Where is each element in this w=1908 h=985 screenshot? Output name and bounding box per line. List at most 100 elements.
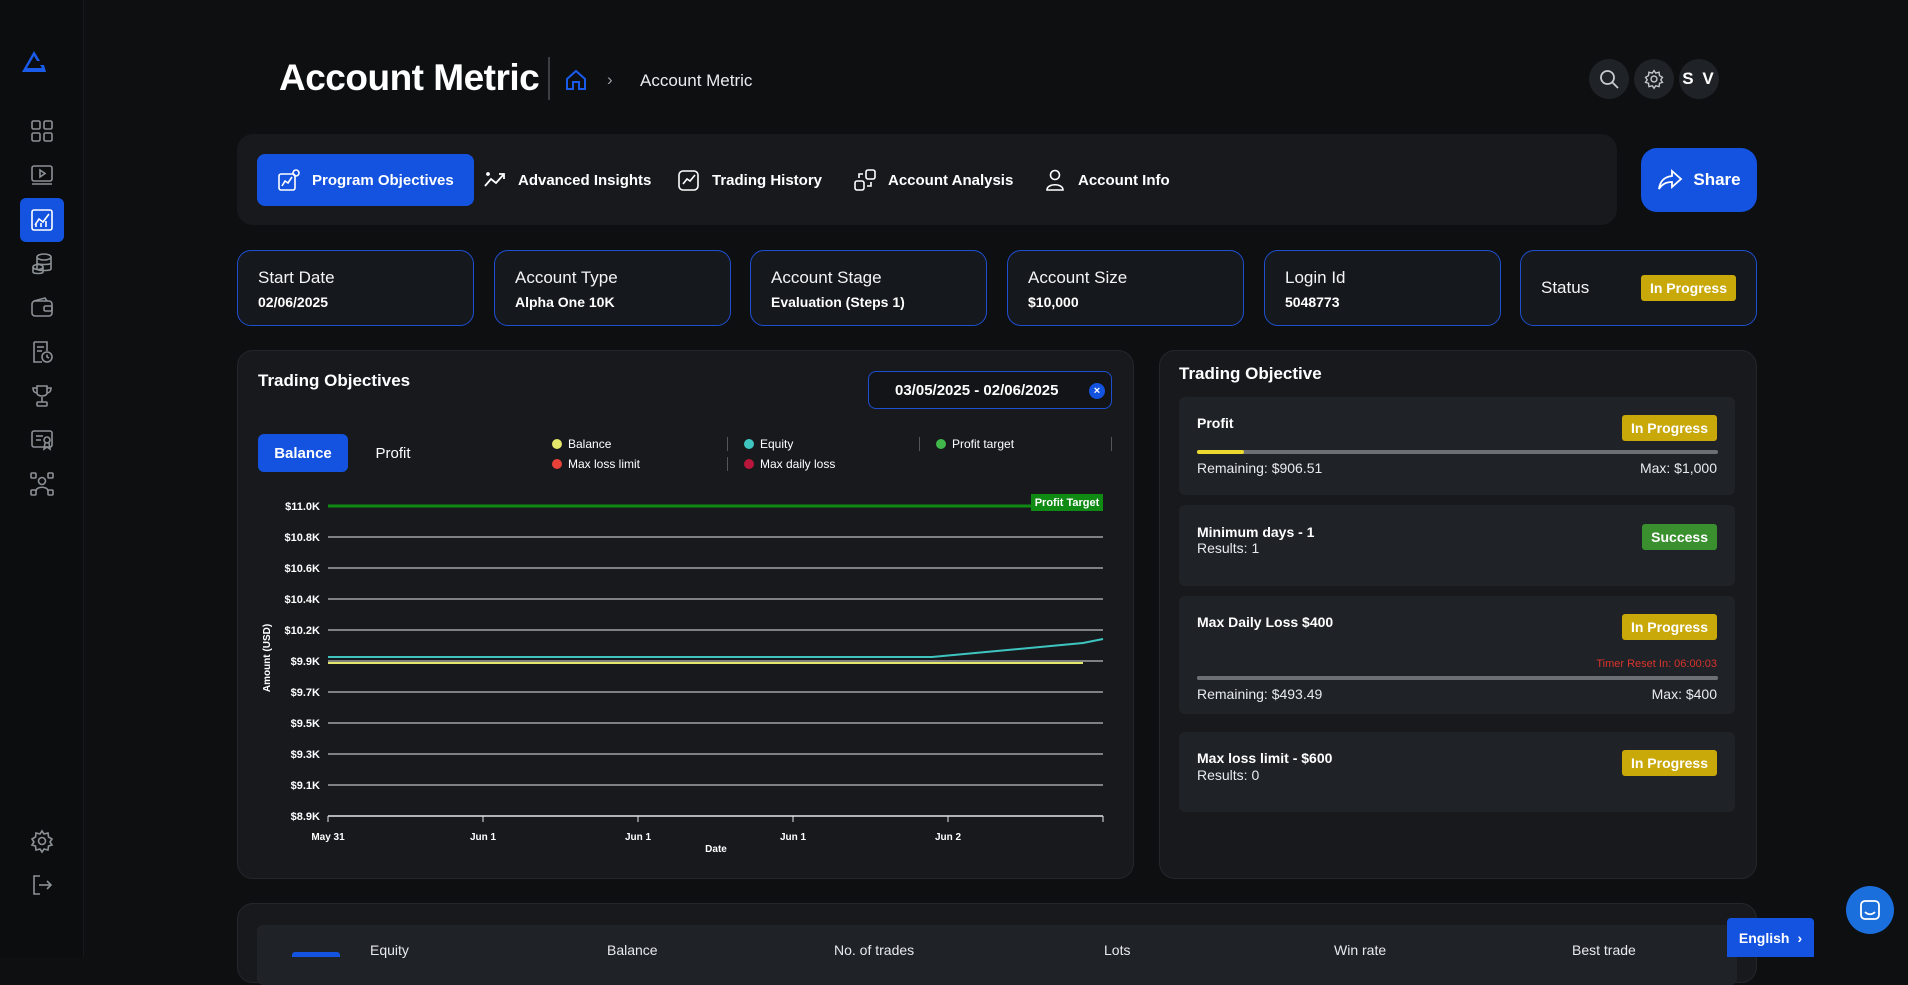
legend-max-daily-loss[interactable]: Max daily loss bbox=[744, 457, 835, 471]
info-card-login-id: Login Id 5048773 bbox=[1264, 250, 1501, 326]
user-avatar[interactable]: S V bbox=[1679, 59, 1719, 99]
info-card-label: Start Date bbox=[258, 268, 335, 287]
sidebar-report-icon[interactable] bbox=[20, 330, 64, 374]
x-tick-label: Jun 1 bbox=[780, 832, 807, 843]
x-tick-label: Jun 1 bbox=[470, 832, 497, 843]
settings-button[interactable] bbox=[1634, 59, 1674, 99]
language-label: English bbox=[1738, 929, 1790, 946]
info-card-value: 5048773 bbox=[1285, 294, 1340, 310]
sidebar-certificate-icon[interactable] bbox=[20, 418, 64, 462]
objective-status-badge: Success bbox=[1642, 524, 1717, 550]
objective-title: Profit bbox=[1197, 415, 1234, 431]
sidebar-video-icon[interactable] bbox=[20, 153, 64, 197]
tab-account-info[interactable]: Account Info bbox=[1023, 154, 1190, 206]
language-selector[interactable]: English › bbox=[1727, 918, 1814, 957]
objective-remaining: Remaining: $493.49 bbox=[1197, 686, 1323, 702]
y-tick-label: $11.0K bbox=[285, 501, 320, 513]
stats-column-balance: Balance bbox=[607, 942, 658, 958]
info-card-label: Account Type bbox=[515, 268, 618, 287]
tab-label: Account Analysis bbox=[888, 171, 1014, 189]
tab-trading-history[interactable]: Trading History bbox=[657, 154, 842, 206]
legend-dot bbox=[744, 439, 754, 449]
profit-toggle-button[interactable]: Profit bbox=[375, 444, 411, 462]
legend-divider bbox=[727, 437, 728, 451]
sidebar-wallet-icon[interactable] bbox=[20, 286, 64, 330]
objective-title: Max loss limit - $600 bbox=[1197, 750, 1333, 766]
sidebar-settings-icon[interactable] bbox=[20, 819, 64, 863]
tab-account-analysis[interactable]: Account Analysis bbox=[833, 154, 1033, 206]
user-icon bbox=[1046, 169, 1064, 191]
share-label: Share bbox=[1693, 170, 1741, 189]
sidebar-dashboard-icon[interactable] bbox=[20, 109, 64, 153]
objective-status-badge: In Progress bbox=[1621, 750, 1717, 776]
stats-column-lots: Lots bbox=[1104, 942, 1131, 958]
series-line-equity bbox=[328, 638, 1104, 658]
objective-max: Max: $400 bbox=[1651, 686, 1717, 702]
tab-advanced-insights[interactable]: Advanced Insights bbox=[463, 154, 671, 206]
balance-chart: $11.0K $10.8K $10.6K $10.4K $10.2K $9.9K $9.7K… bbox=[262, 494, 1104, 855]
breadcrumb-chevron-icon: › bbox=[607, 70, 613, 89]
status-badge: In Progress bbox=[1640, 275, 1736, 301]
legend-divider bbox=[727, 457, 728, 471]
home-icon[interactable] bbox=[564, 68, 588, 92]
tab-label: Trading History bbox=[712, 171, 823, 189]
sidebar-logout-icon[interactable] bbox=[20, 863, 64, 907]
sidebar-metrics-icon[interactable] bbox=[20, 198, 64, 242]
y-tick-label: $9.5K bbox=[291, 718, 320, 730]
clear-date-icon[interactable]: × bbox=[1089, 383, 1105, 399]
tabs-bar: Program Objectives Advanced Insights Tra… bbox=[237, 134, 1617, 225]
legend-balance[interactable]: Balance bbox=[552, 437, 611, 451]
date-range-picker[interactable]: 03/05/2025 - 02/06/2025 × bbox=[868, 371, 1112, 409]
sidebar-coins-icon[interactable] bbox=[20, 242, 64, 286]
legend-divider bbox=[919, 437, 920, 451]
profit-target-label: Profit Target bbox=[1035, 497, 1100, 509]
info-card-status: Status In Progress bbox=[1520, 250, 1757, 326]
share-icon bbox=[1658, 168, 1683, 190]
legend-dot bbox=[552, 459, 562, 469]
legend-profit-target[interactable]: Profit target bbox=[936, 437, 1014, 451]
info-card-account-size: Account Size $10,000 bbox=[1007, 250, 1244, 326]
history-icon bbox=[678, 170, 699, 191]
info-card-value: 02/06/2025 bbox=[258, 294, 329, 310]
header-divider bbox=[548, 57, 550, 100]
objective-card-profit: Profit In Progress Remaining: $906.51 Ma… bbox=[1179, 397, 1735, 495]
objective-results: Results: 0 bbox=[1197, 767, 1260, 783]
y-tick-label: $10.8K bbox=[285, 532, 321, 544]
profit-progress-bar bbox=[1197, 450, 1718, 454]
legend-label: Max loss limit bbox=[568, 457, 641, 471]
legend-dot bbox=[744, 459, 754, 469]
chat-icon bbox=[1860, 900, 1880, 920]
chat-button[interactable] bbox=[1846, 886, 1894, 934]
info-card-value: Evaluation (Steps 1) bbox=[771, 294, 905, 310]
legend-max-loss-limit[interactable]: Max loss limit bbox=[552, 457, 640, 471]
y-tick-label: $9.1K bbox=[291, 780, 320, 792]
brand-logo-icon[interactable] bbox=[20, 48, 48, 74]
legend-label: Equity bbox=[760, 437, 794, 451]
legend-divider bbox=[1111, 437, 1112, 451]
legend-label: Max daily loss bbox=[760, 457, 836, 471]
trading-objective-title: Trading Objective bbox=[1179, 364, 1322, 383]
program-icon bbox=[278, 169, 300, 191]
stats-column-best-trade: Best trade bbox=[1572, 942, 1636, 958]
info-card-value: Alpha One 10K bbox=[515, 294, 615, 310]
y-tick-label: $10.2K bbox=[285, 625, 321, 637]
tab-label: Advanced Insights bbox=[518, 171, 652, 189]
stats-column-win-rate: Win rate bbox=[1334, 942, 1387, 958]
objective-title: Minimum days - 1 bbox=[1197, 524, 1315, 540]
trading-objectives-panel bbox=[237, 350, 1134, 879]
legend-dot bbox=[552, 439, 562, 449]
y-tick-label: $10.4K bbox=[285, 594, 321, 606]
sidebar-trophy-icon[interactable] bbox=[20, 374, 64, 418]
search-button[interactable] bbox=[1589, 59, 1629, 99]
balance-toggle-button[interactable]: Balance bbox=[258, 434, 348, 472]
share-button[interactable]: Share bbox=[1641, 148, 1757, 212]
y-tick-label: $9.3K bbox=[291, 749, 320, 761]
timer-reset-text: Timer Reset In: 06:00:03 bbox=[1596, 658, 1717, 670]
search-icon bbox=[1600, 70, 1619, 89]
info-card-label: Account Size bbox=[1028, 268, 1128, 287]
sidebar-affiliate-icon[interactable] bbox=[20, 462, 64, 506]
tab-program-objectives[interactable]: Program Objectives bbox=[257, 154, 474, 206]
legend-equity[interactable]: Equity bbox=[744, 437, 793, 451]
y-tick-label: $9.9K bbox=[291, 656, 320, 668]
legend-label: Profit target bbox=[952, 437, 1015, 451]
